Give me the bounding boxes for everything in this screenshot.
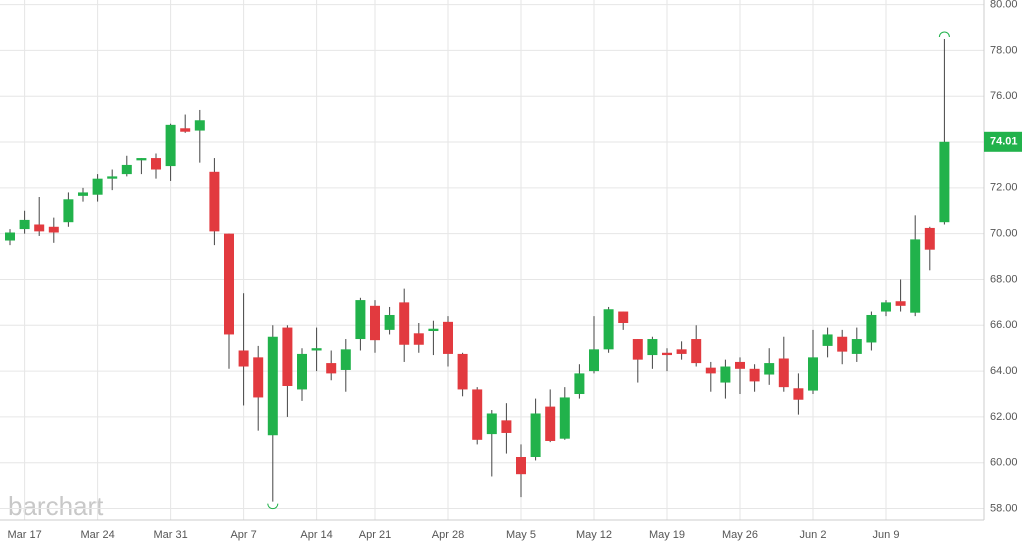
y-tick-label: 80.00 — [990, 0, 1018, 10]
candle-body — [238, 350, 249, 367]
candle-body — [486, 413, 497, 435]
candle-body — [121, 164, 132, 175]
candle-body — [355, 300, 366, 340]
x-tick-label: Apr 28 — [432, 529, 464, 541]
candle-body — [618, 311, 629, 323]
candle-body — [92, 178, 103, 195]
candle-body — [749, 368, 760, 382]
candle-body — [881, 302, 891, 312]
candle-body — [632, 339, 643, 360]
y-tick-label: 68.00 — [990, 273, 1018, 285]
candle-body — [48, 226, 59, 233]
candle-body — [326, 363, 337, 374]
candle-body — [895, 301, 906, 306]
y-tick-label: 78.00 — [990, 44, 1018, 56]
candle-body — [224, 233, 234, 335]
candle-body — [516, 457, 526, 475]
candle-body — [311, 348, 322, 351]
candle-body — [136, 158, 147, 161]
candle-body — [676, 349, 687, 354]
candle-body — [340, 349, 351, 370]
candle-body — [851, 339, 862, 354]
candle-body — [530, 413, 541, 458]
candle-body — [735, 361, 745, 369]
candle-body — [837, 336, 848, 352]
candle-body — [209, 171, 220, 232]
candle-body — [793, 388, 804, 400]
y-tick-label: 76.00 — [990, 90, 1018, 102]
candle-body — [282, 327, 293, 386]
candle-body — [472, 389, 483, 440]
candle-body — [370, 305, 380, 341]
candle-body — [165, 124, 176, 167]
candle-body — [822, 334, 833, 346]
candle-body — [589, 349, 599, 372]
candle-body — [691, 339, 702, 364]
x-tick-label: Mar 31 — [153, 529, 187, 541]
last-price-label: 74.01 — [990, 136, 1018, 148]
candle-body — [194, 120, 205, 131]
candle-body — [910, 239, 921, 313]
y-tick-label: 64.00 — [990, 365, 1018, 377]
y-tick-label: 58.00 — [990, 502, 1018, 514]
candle-body — [924, 227, 935, 250]
candle-body — [253, 357, 264, 398]
x-tick-label: May 19 — [649, 529, 685, 541]
candle-body — [151, 158, 161, 170]
candle-body — [180, 128, 191, 132]
candle-body — [720, 366, 731, 383]
candle-body — [603, 309, 614, 350]
x-tick-label: Apr 21 — [359, 529, 391, 541]
watermark: barchart — [8, 491, 104, 521]
candle-body — [297, 353, 307, 390]
high-marker — [938, 31, 950, 38]
x-tick-label: May 5 — [506, 529, 536, 541]
candle-body — [428, 328, 439, 332]
candle-body — [808, 357, 818, 391]
candle-body — [574, 373, 585, 395]
candle-body — [399, 302, 410, 345]
x-tick-label: May 26 — [722, 529, 758, 541]
candle-body — [19, 219, 30, 230]
x-tick-label: Jun 9 — [873, 529, 900, 541]
candle-body — [705, 367, 716, 374]
x-tick-label: Apr 7 — [230, 529, 256, 541]
candle-body — [384, 314, 395, 330]
x-tick-label: Jun 2 — [800, 529, 827, 541]
candle-body — [545, 406, 556, 441]
candle-body — [647, 339, 658, 356]
x-tick-label: May 12 — [576, 529, 612, 541]
y-tick-label: 70.00 — [990, 228, 1018, 240]
y-tick-label: 72.00 — [990, 182, 1018, 194]
y-tick-label: 66.00 — [990, 319, 1018, 331]
candle-body — [78, 192, 88, 196]
candle-body — [413, 333, 424, 345]
candle-body — [559, 397, 570, 439]
candle-body — [662, 352, 672, 356]
candle-body — [5, 232, 15, 241]
candle-body — [764, 363, 775, 375]
candle-body — [34, 224, 45, 232]
x-tick-label: Mar 17 — [7, 529, 41, 541]
candle-body — [778, 358, 789, 388]
x-tick-label: Mar 24 — [80, 529, 114, 541]
last-price-box — [984, 131, 1022, 152]
candle-body — [866, 314, 877, 343]
candle-body — [63, 199, 74, 223]
y-tick-label: 62.00 — [990, 411, 1018, 423]
candle-body — [443, 321, 453, 354]
candle-body — [457, 353, 468, 390]
candle-body — [939, 141, 950, 223]
x-tick-label: Apr 14 — [300, 529, 332, 541]
low-marker — [267, 503, 279, 510]
candle-body — [501, 420, 512, 433]
y-tick-label: 60.00 — [990, 457, 1018, 469]
candle-body — [267, 336, 278, 436]
candle-body — [107, 176, 118, 179]
